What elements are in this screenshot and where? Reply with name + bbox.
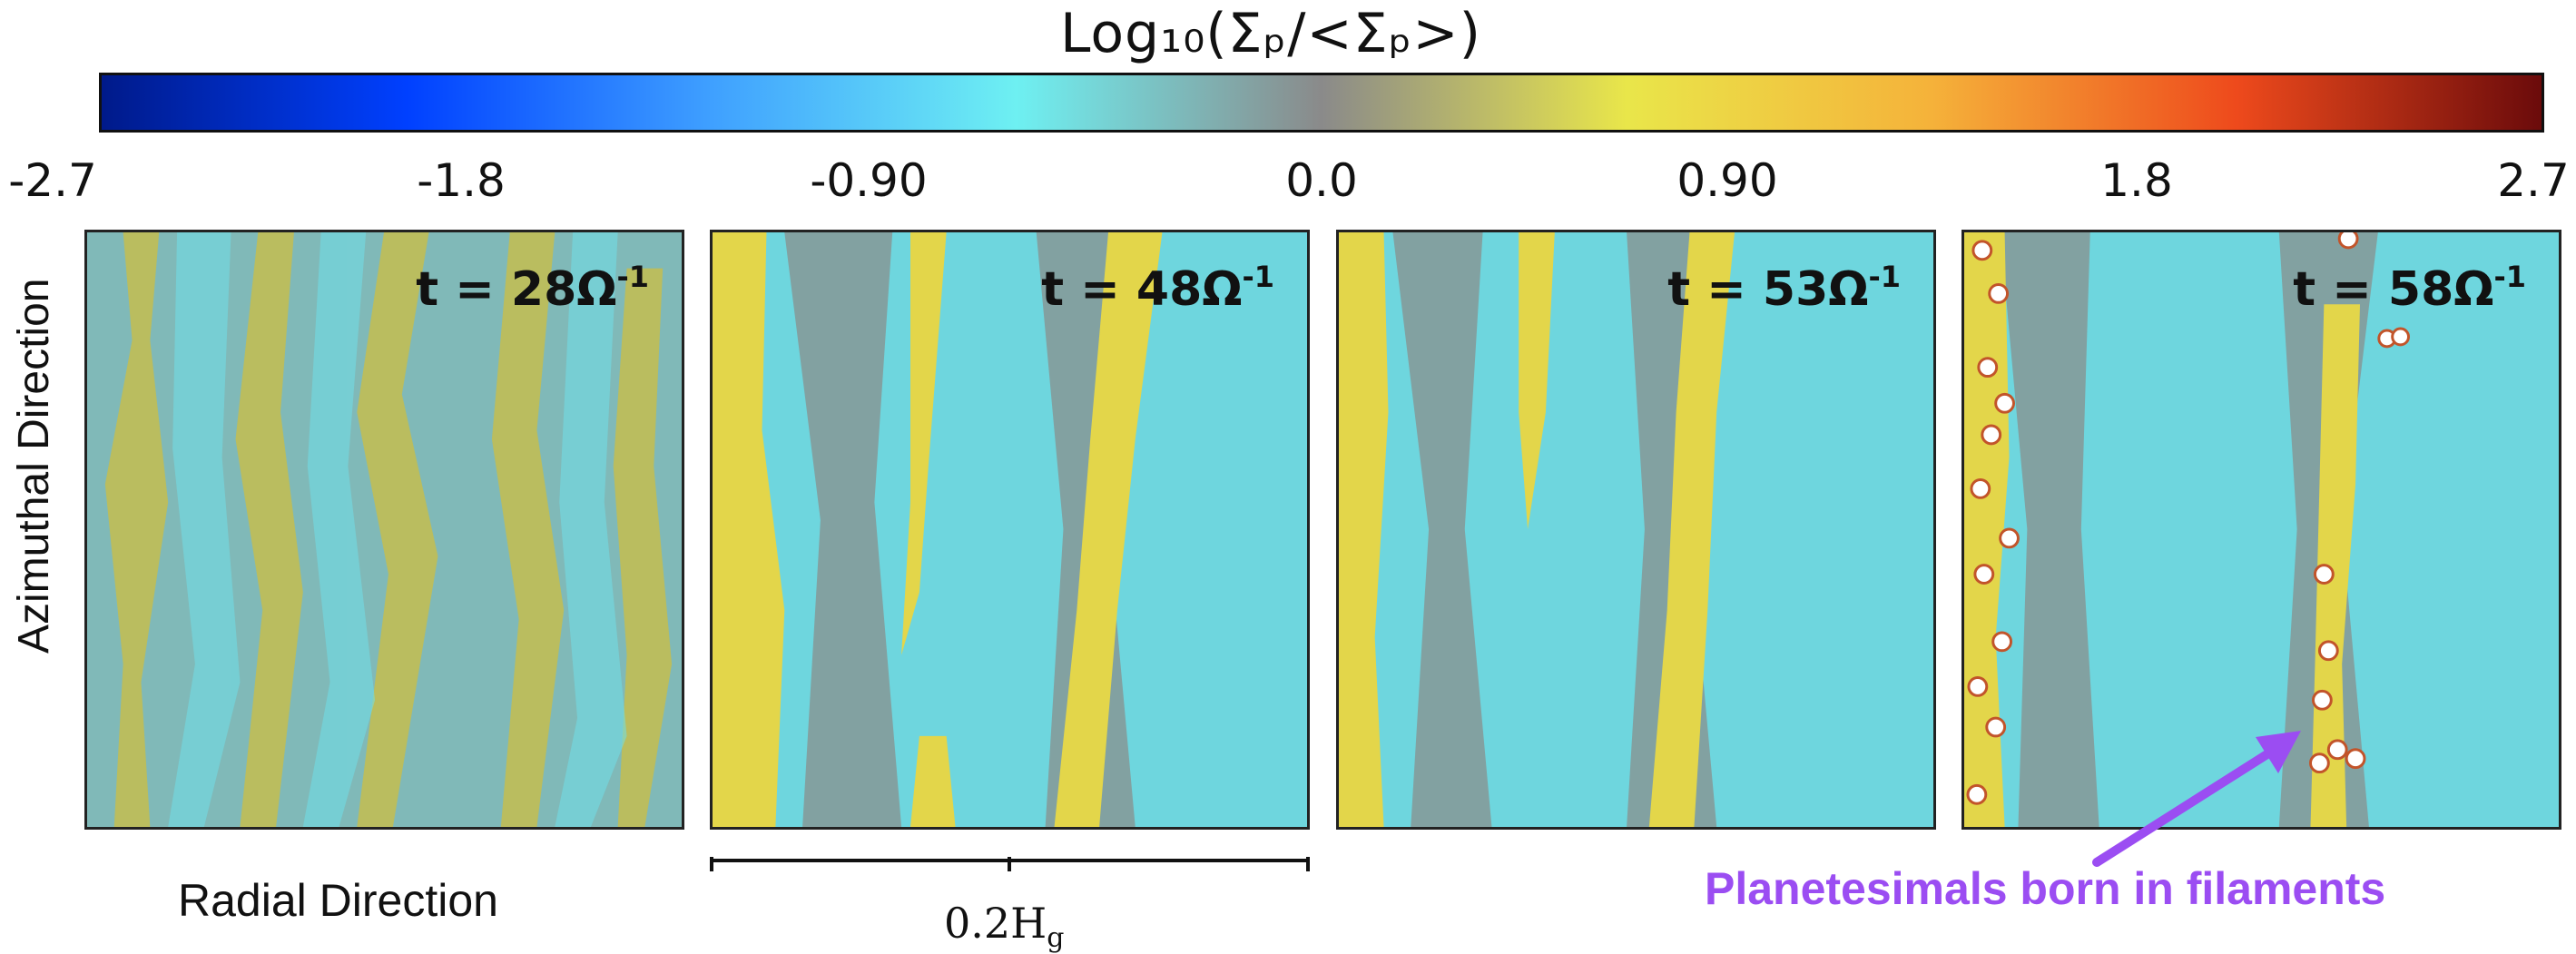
density-map-3 [1339,232,1933,827]
snapshot-panel-2: t = 48Ω-1 [710,230,1310,830]
colorbar-tick-label: 2.7 [2497,154,2570,207]
scale-bar-label: 0.2Hg [944,899,1065,954]
density-map-1 [87,232,682,827]
colorbar-title: Log₁₀(Σₚ/<Σₚ>) [908,2,1634,65]
density-map-2 [713,232,1307,827]
panel-time-label: t = 28Ω-1 [416,260,649,317]
snapshot-panel-1: t = 28Ω-1 [84,230,684,830]
y-axis-label: Azimuthal Direction [10,278,58,654]
snapshot-panel-3: t = 53Ω-1 [1336,230,1936,830]
colorbar-tick-label: -1.8 [417,154,506,207]
colorbar-tick-label: -0.90 [810,154,928,207]
density-map-4 [1964,232,2559,827]
colorbar-tick-label: 0.0 [1285,154,1358,207]
scale-bar [710,857,1310,871]
panel-time-label: t = 53Ω-1 [1667,260,1901,317]
annotation-arrow [2092,731,2301,867]
colorbar [99,73,2544,133]
planetesimal-markers [1966,232,2411,805]
annotation-text: Planetesimals born in filaments [1705,863,2386,914]
panel-time-label: t = 58Ω-1 [2293,260,2526,317]
x-axis-label: Radial Direction [178,875,498,926]
colorbar-title-text: Log₁₀(Σₚ/<Σₚ>) [1059,2,1482,65]
colorbar-tick-label: -2.7 [8,154,97,207]
panel-time-label: t = 48Ω-1 [1041,260,1274,317]
colorbar-tick-label: 1.8 [2100,154,2173,207]
colorbar-tick-label: 0.90 [1676,154,1778,207]
snapshot-panel-4: t = 58Ω-1 [1961,230,2561,830]
